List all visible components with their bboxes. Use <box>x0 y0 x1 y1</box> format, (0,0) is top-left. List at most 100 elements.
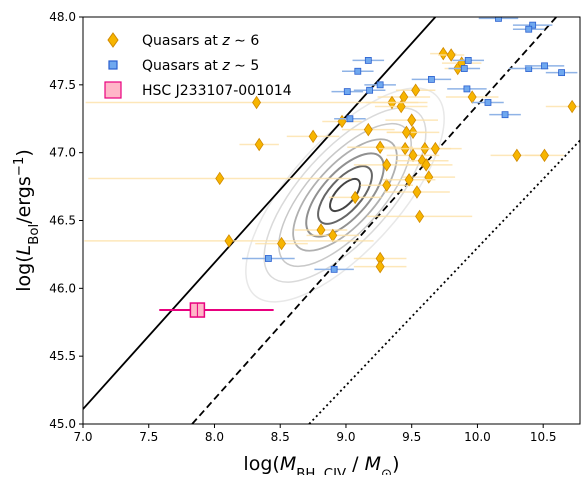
label-part: z <box>221 58 230 74</box>
point <box>460 65 468 72</box>
label-part: Quasars at <box>142 33 222 49</box>
point <box>343 88 351 96</box>
label-part: log( <box>243 453 279 475</box>
point <box>363 122 373 137</box>
point <box>364 57 372 64</box>
series-square <box>242 17 578 273</box>
y-tick-label: 46.5 <box>49 214 76 228</box>
point <box>430 141 440 156</box>
label-part: ⊙ <box>381 467 392 476</box>
x-axis-label: log(MBH, CIV / M⊙) <box>243 453 399 475</box>
point <box>501 111 509 119</box>
series-bigsquare <box>159 302 274 318</box>
point <box>407 113 417 127</box>
point <box>330 265 338 273</box>
point <box>308 129 318 144</box>
point <box>463 85 471 93</box>
point <box>438 46 448 61</box>
point <box>375 140 385 154</box>
point <box>411 83 421 97</box>
point <box>512 148 522 163</box>
label-part: log( <box>13 255 35 291</box>
y-tick-label: 48.0 <box>49 10 76 24</box>
point <box>396 99 406 114</box>
label-part: M <box>365 453 381 475</box>
label-part: Bol <box>27 224 42 245</box>
point <box>541 62 548 70</box>
eddington-line <box>83 17 437 410</box>
point <box>484 99 492 106</box>
label-part: L <box>13 245 35 256</box>
point <box>446 48 456 62</box>
x-tick-label: 8.5 <box>271 430 290 444</box>
y-tick-label: 45.5 <box>49 349 76 363</box>
label-part: ∼ 5 <box>230 58 260 74</box>
legend-marker <box>107 32 119 48</box>
label-part: M <box>280 453 296 475</box>
series-diamond <box>84 46 580 274</box>
label-part: ) <box>392 453 399 475</box>
point <box>558 69 565 77</box>
label-part: −1 <box>12 157 27 177</box>
y-tick-label: 47.0 <box>49 146 76 160</box>
x-tick-label: 7.5 <box>139 430 158 444</box>
label-part: z <box>221 33 230 49</box>
legend-label: Quasars at z ∼ 6 <box>142 33 259 49</box>
y-axis-label: log(LBol/ergs−1) <box>12 149 42 292</box>
y-tick-label: 45.0 <box>49 417 76 431</box>
point <box>525 25 533 33</box>
point <box>375 259 385 274</box>
point <box>464 57 472 64</box>
point <box>529 21 537 29</box>
point <box>424 170 434 184</box>
point <box>224 234 234 248</box>
label-part: /ergs <box>13 176 35 224</box>
label-part: HSC J233107-001014 <box>142 83 292 99</box>
label-part: Quasars at <box>142 58 222 74</box>
point <box>412 185 422 199</box>
point <box>540 148 549 163</box>
point <box>346 115 354 123</box>
point <box>382 178 392 192</box>
point <box>428 76 435 83</box>
density-contours <box>245 87 445 303</box>
eddington-line <box>308 139 580 424</box>
legend-marker <box>104 81 122 99</box>
x-tick-label: 8.0 <box>205 430 224 444</box>
point <box>382 158 392 172</box>
label-part: ) <box>13 149 35 156</box>
label-part: ∼ 6 <box>230 33 260 49</box>
point <box>567 99 577 114</box>
point <box>277 236 287 251</box>
legend-label: Quasars at z ∼ 5 <box>142 58 259 74</box>
x-tick-label: 9.5 <box>402 430 421 444</box>
x-tick-label: 10.0 <box>464 430 491 444</box>
point <box>376 81 384 89</box>
label-part: BH, CIV <box>296 467 346 476</box>
point <box>316 223 326 237</box>
point <box>354 67 362 75</box>
point <box>215 171 225 186</box>
point <box>401 125 411 140</box>
legend-label: HSC J233107-001014 <box>142 83 292 99</box>
x-tick-label: 10.5 <box>530 430 557 444</box>
point <box>404 173 414 187</box>
point <box>415 209 425 224</box>
point <box>366 86 374 94</box>
point <box>421 158 431 172</box>
point <box>252 95 262 110</box>
label-part: / <box>346 453 364 475</box>
x-tick-label: 9.0 <box>336 430 355 444</box>
legend-marker <box>108 60 118 70</box>
x-tick-label: 7.0 <box>73 430 92 444</box>
y-tick-label: 47.5 <box>49 78 76 92</box>
point <box>467 90 477 104</box>
eddington-line <box>191 17 558 424</box>
point <box>254 137 264 152</box>
point <box>264 255 272 262</box>
point <box>495 17 502 22</box>
axes-frame <box>82 16 581 425</box>
point <box>350 190 360 205</box>
y-tick-label: 46.0 <box>49 281 76 295</box>
